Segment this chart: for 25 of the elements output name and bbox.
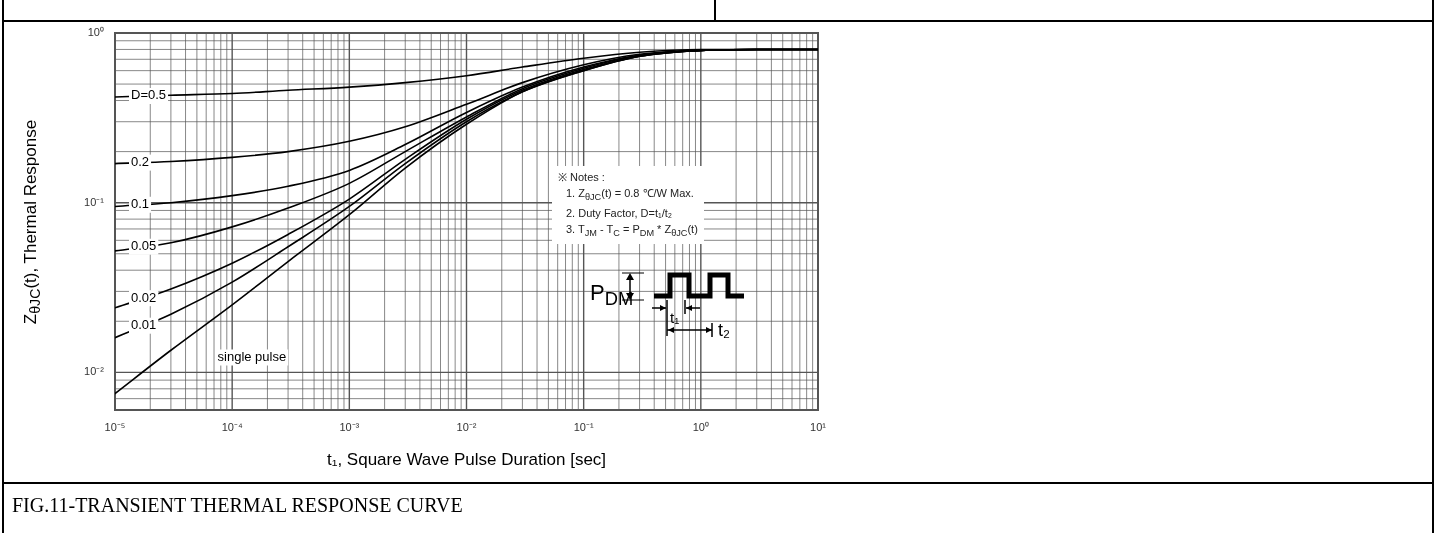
text: single pulse bbox=[217, 349, 287, 365]
series-label: D=0.5 bbox=[130, 87, 167, 103]
x-tick-label: 10⁻¹ bbox=[573, 420, 594, 433]
series-label: 0.2 bbox=[131, 154, 150, 170]
x-tick-label: 10¹ bbox=[810, 420, 827, 433]
text: 3. T$_{JM}$ - T$_{C}$ = P$_{DM}$ * Z$_{θJC}$(t) bbox=[566, 223, 698, 239]
x-tick-label: 10⁻⁵ bbox=[104, 420, 126, 433]
y-tick-label: 10⁰ bbox=[87, 26, 104, 39]
series-label: 0.01 bbox=[130, 317, 157, 333]
x-tick-label: 10⁻² bbox=[456, 420, 477, 433]
x-tick-label: 10⁻³ bbox=[339, 420, 360, 433]
y-tick-label: 10⁻² bbox=[84, 365, 105, 378]
x-axis-title: t₁, Square Wave Pulse Duration [sec] bbox=[325, 450, 608, 470]
caption: FIG.11-TRANSIENT THERMAL RESPONSE CURVE bbox=[12, 494, 463, 517]
annotation: ※ Notes : bbox=[558, 170, 606, 185]
annotation: 1. Z$_{θJC}$(t) = 0.8 ℃/W Max. bbox=[565, 186, 695, 205]
series-label: 0.1 bbox=[131, 196, 150, 212]
x-tick-label: 10⁻⁴ bbox=[221, 420, 243, 433]
x-tick-label: 10⁰ bbox=[692, 420, 709, 433]
series-label: 0.02 bbox=[130, 289, 157, 305]
annotation: t₂ bbox=[718, 320, 730, 340]
series-label: 0.05 bbox=[130, 238, 157, 254]
annotation: t₁ bbox=[670, 309, 680, 326]
y-tick-label: 10⁻¹ bbox=[84, 195, 105, 208]
annotation: 2. Duty Factor, D=t₁/t₂ bbox=[565, 206, 674, 222]
